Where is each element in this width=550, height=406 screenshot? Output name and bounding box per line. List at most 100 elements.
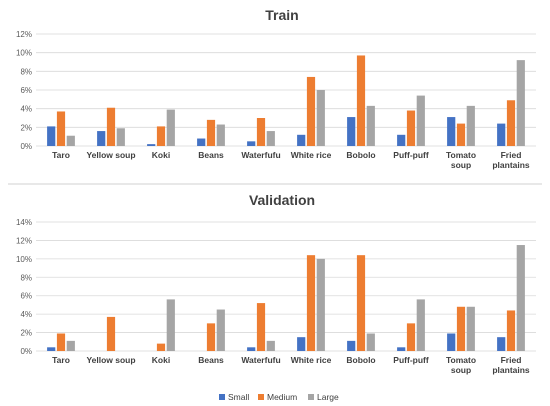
legend: Small Medium Large [219, 392, 339, 402]
legend-label-large: Large [317, 392, 339, 402]
bar-large [316, 90, 325, 146]
y-tick-label: 12% [16, 236, 32, 245]
bar-small [247, 347, 256, 351]
legend-label-small: Small [228, 392, 249, 402]
category-label: Taro [52, 150, 70, 160]
bar-medium [106, 316, 116, 351]
bar-large [66, 340, 75, 351]
y-tick-label: 12% [16, 30, 32, 39]
bar-large [216, 309, 225, 351]
bar-large [316, 258, 325, 351]
y-tick-label: 8% [20, 67, 32, 76]
bar-medium [306, 255, 316, 351]
bar-small [347, 340, 356, 351]
bar-small [197, 138, 206, 146]
bar-large [366, 105, 375, 146]
category-label: Bobolo [346, 355, 375, 365]
bar-medium [256, 303, 266, 351]
bar-large [216, 124, 225, 146]
category-label: Yellow soup [86, 355, 135, 365]
y-tick-label: 10% [16, 49, 32, 58]
y-tick-label: 6% [20, 86, 32, 95]
category-label: Beans [198, 355, 224, 365]
bar-small [447, 117, 456, 146]
bar-large [166, 299, 175, 351]
bar-large [466, 306, 475, 351]
y-tick-label: 0% [20, 347, 32, 356]
category-label: Tomato soup [446, 150, 476, 170]
bar-large [266, 131, 275, 146]
category-label: Waterfufu [241, 355, 280, 365]
y-tick-label: 4% [20, 310, 32, 319]
bar-small [47, 126, 56, 146]
y-tick-label: 2% [20, 123, 32, 132]
chart-title: Validation [249, 192, 315, 208]
y-tick-label: 4% [20, 105, 32, 114]
bar-medium [206, 323, 216, 351]
bar-medium [256, 118, 266, 146]
bar-large [366, 333, 375, 351]
legend-label-medium: Medium [267, 392, 297, 402]
legend-swatch-small [219, 394, 225, 400]
bar-large [116, 128, 125, 146]
chart-train: Train 0% 2% 4% 6% 8% 10% 12% Taro Yellow soup Koki… [16, 7, 536, 170]
bar-medium [106, 107, 116, 146]
category-label: Puff-puff [393, 150, 429, 160]
bar-small [147, 144, 156, 146]
bar-medium [156, 343, 166, 351]
category-label: Puff-puff [393, 355, 429, 365]
category-label: White rice [291, 150, 332, 160]
category-label: Koki [152, 355, 170, 365]
bar-small [297, 134, 306, 146]
bar-large [416, 299, 425, 351]
bar-medium [306, 76, 316, 146]
bar-large [266, 340, 275, 351]
bar-small [247, 141, 256, 146]
bar-small [397, 347, 406, 351]
legend-swatch-medium [258, 394, 264, 400]
category-label: Fried plantains [492, 150, 530, 170]
chart-validation: Validation 0% 2% 4% 6% 8% 10% 12% 14% Taro Yellow … [16, 192, 536, 375]
bar-large [166, 109, 175, 146]
bar-small [297, 337, 306, 351]
category-label: Bobolo [346, 150, 375, 160]
category-label: White rice [291, 355, 332, 365]
bar-medium [56, 333, 66, 351]
category-label: Taro [52, 355, 70, 365]
bar-small [497, 337, 506, 351]
bar-large [416, 95, 425, 146]
bar-small [497, 123, 506, 146]
bar-medium [206, 119, 216, 146]
category-label: Fried plantains [492, 355, 530, 375]
bar-small [397, 134, 406, 146]
bar-medium [406, 110, 416, 146]
category-label: Beans [198, 150, 224, 160]
y-tick-label: 0% [20, 142, 32, 151]
bar-medium [506, 100, 516, 146]
category-label: Koki [152, 150, 170, 160]
bar-medium [56, 111, 66, 146]
chart-title: Train [265, 7, 298, 23]
legend-swatch-large [308, 394, 314, 400]
bar-medium [356, 255, 366, 351]
category-label: Yellow soup [86, 150, 135, 160]
category-label: Waterfufu [241, 150, 280, 160]
bar-medium [156, 126, 166, 146]
y-tick-label: 10% [16, 255, 32, 264]
bar-medium [356, 55, 366, 146]
category-label: Tomato soup [446, 355, 476, 375]
y-tick-label: 14% [16, 218, 32, 227]
y-tick-label: 2% [20, 329, 32, 338]
bar-large [516, 60, 525, 147]
bar-small [47, 347, 56, 351]
bar-medium [506, 310, 516, 351]
y-tick-label: 6% [20, 292, 32, 301]
bar-medium [406, 323, 416, 351]
bar-medium [456, 123, 466, 146]
bar-small [97, 131, 106, 146]
bar-medium [456, 306, 466, 351]
bar-large [516, 245, 525, 351]
bar-large [466, 105, 475, 146]
